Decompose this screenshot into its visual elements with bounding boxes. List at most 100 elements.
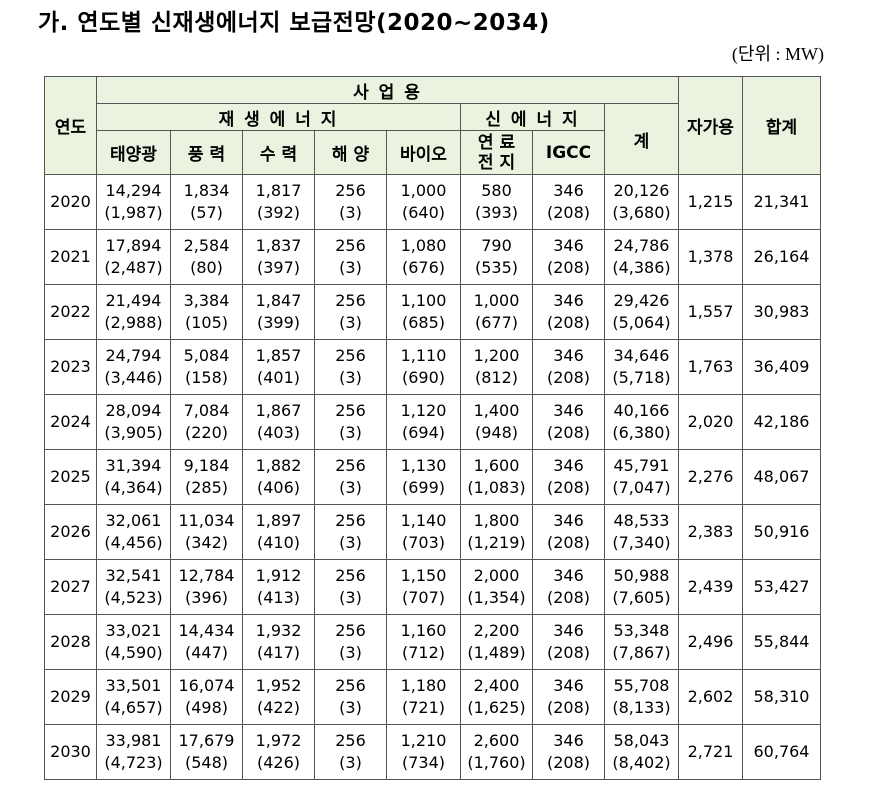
ocean-cell: 256 (3) <box>314 559 387 615</box>
hydro-cell: 1,817 (392) <box>242 174 315 230</box>
fuel-share: (1,083) <box>467 478 526 497</box>
solar-cell: 33,501 (4,657) <box>96 669 171 725</box>
bio-cell: 1,180 (721) <box>386 669 461 725</box>
hydro-cell: 1,932 (417) <box>242 614 315 670</box>
hydro-cell: 1,952 (422) <box>242 669 315 725</box>
total-cell: 55,844 <box>742 614 821 670</box>
wind-cell: 1,834 (57) <box>170 174 243 230</box>
ocean-capacity: 256 <box>335 676 366 695</box>
bio-share: (734) <box>401 753 446 772</box>
bio-capacity: 1,110 <box>400 346 447 365</box>
hydro-share: (403) <box>256 423 301 442</box>
ocean-capacity: 256 <box>335 621 366 640</box>
hydro-share: (399) <box>256 313 301 332</box>
bio-share: (640) <box>401 203 446 222</box>
year-cell: 2026 <box>44 504 97 560</box>
igcc-capacity: 346 <box>553 236 584 255</box>
unit-label: (단위 : MW) <box>731 44 824 64</box>
bio-capacity: 1,080 <box>400 236 447 255</box>
sub-share: (5,718) <box>612 368 671 387</box>
ocean-capacity: 256 <box>335 181 366 200</box>
sub-cell: 55,708 (8,133) <box>604 669 679 725</box>
igcc-capacity: 346 <box>553 566 584 585</box>
solar-share: (2,487) <box>104 258 163 277</box>
sub-cell: 29,426 (5,064) <box>604 284 679 340</box>
ocean-capacity: 256 <box>335 456 366 475</box>
hydro-capacity: 1,972 <box>255 731 302 750</box>
wind-share: (80) <box>190 258 223 277</box>
self-cell: 2,439 <box>678 559 743 615</box>
bio-capacity: 1,180 <box>400 676 447 695</box>
hydro-share: (401) <box>256 368 301 387</box>
hydro-capacity: 1,867 <box>255 401 302 420</box>
hydro-share: (426) <box>256 753 301 772</box>
sub-cell: 34,646 (5,718) <box>604 339 679 395</box>
fuel-share: (1,760) <box>467 753 526 772</box>
fuel-cell: 1,800 (1,219) <box>460 504 533 560</box>
hydro-cell: 1,857 (401) <box>242 339 315 395</box>
table-row: 2021 17,894 (2,487) 2,584 (80) 1,837 (397) 256(… <box>44 229 821 285</box>
sub-cell: 53,348 (7,867) <box>604 614 679 670</box>
hydro-capacity: 1,912 <box>255 566 302 585</box>
year-cell: 2024 <box>44 394 97 450</box>
self-cell: 1,763 <box>678 339 743 395</box>
self-cell: 2,276 <box>678 449 743 505</box>
ocean-capacity: 256 <box>335 511 366 530</box>
wind-capacity: 5,084 <box>183 346 230 365</box>
igcc-cell: 346 (208) <box>532 449 605 505</box>
bio-share: (703) <box>401 533 446 552</box>
solar-capacity: 21,494 <box>105 291 162 310</box>
bio-cell: 1,120 (694) <box>386 394 461 450</box>
header-self: 자가용 <box>678 76 743 175</box>
ocean-cell: 256 (3) <box>314 394 387 450</box>
igcc-cell: 346 (208) <box>532 504 605 560</box>
solar-cell: 28,094 (3,905) <box>96 394 171 450</box>
solar-capacity: 32,061 <box>105 511 162 530</box>
wind-cell: 2,584 (80) <box>170 229 243 285</box>
igcc-share: (208) <box>546 753 591 772</box>
sub-share: (7,047) <box>612 478 671 497</box>
bio-share: (699) <box>401 478 446 497</box>
header-subtotal: 계 <box>604 103 679 175</box>
wind-capacity: 2,584 <box>183 236 230 255</box>
bio-cell: 1,160 (712) <box>386 614 461 670</box>
wind-share: (57) <box>190 203 223 222</box>
ocean-capacity: 256 <box>335 346 366 365</box>
wind-cell: 5,084 (158) <box>170 339 243 395</box>
sub-capacity: 50,988 <box>613 566 670 585</box>
ocean-cell: 256 (3) <box>314 504 387 560</box>
sub-capacity: 45,791 <box>613 456 670 475</box>
bio-capacity: 1,100 <box>400 291 447 310</box>
total-cell: 42,186 <box>742 394 821 450</box>
sub-cell: 58,043 (8,402) <box>604 724 679 780</box>
ocean-share: (3) <box>339 478 362 497</box>
igcc-cell: 346 (208) <box>532 669 605 725</box>
sub-share: (8,402) <box>612 753 671 772</box>
igcc-share: (208) <box>546 368 591 387</box>
fuel-cell: 2,400 (1,625) <box>460 669 533 725</box>
fuel-capacity: 2,400 <box>473 676 520 695</box>
wind-share: (396) <box>184 588 229 607</box>
sub-cell: 45,791 (7,047) <box>604 449 679 505</box>
hydro-cell: 1,972 (426) <box>242 724 315 780</box>
sub-share: (7,605) <box>612 588 671 607</box>
fuel-cell: 2,600 (1,760) <box>460 724 533 780</box>
bio-share: (721) <box>401 698 446 717</box>
header-hydro: 수 력 <box>242 130 315 175</box>
ocean-share: (3) <box>339 368 362 387</box>
solar-capacity: 14,294 <box>105 181 162 200</box>
solar-share: (4,456) <box>104 533 163 552</box>
ocean-capacity: 256 <box>335 401 366 420</box>
fuel-cell: 580 (393) <box>460 174 533 230</box>
year-cell: 2022 <box>44 284 97 340</box>
igcc-cell: 346 (208) <box>532 339 605 395</box>
bio-cell: 1,150 (707) <box>386 559 461 615</box>
hydro-cell: 1,897 (410) <box>242 504 315 560</box>
year-cell: 2023 <box>44 339 97 395</box>
bio-cell: 1,210 (734) <box>386 724 461 780</box>
bio-capacity: 1,210 <box>400 731 447 750</box>
bio-share: (685) <box>401 313 446 332</box>
igcc-capacity: 346 <box>553 511 584 530</box>
ocean-cell: 256 (3) <box>314 449 387 505</box>
header-year: 연도 <box>44 76 97 175</box>
